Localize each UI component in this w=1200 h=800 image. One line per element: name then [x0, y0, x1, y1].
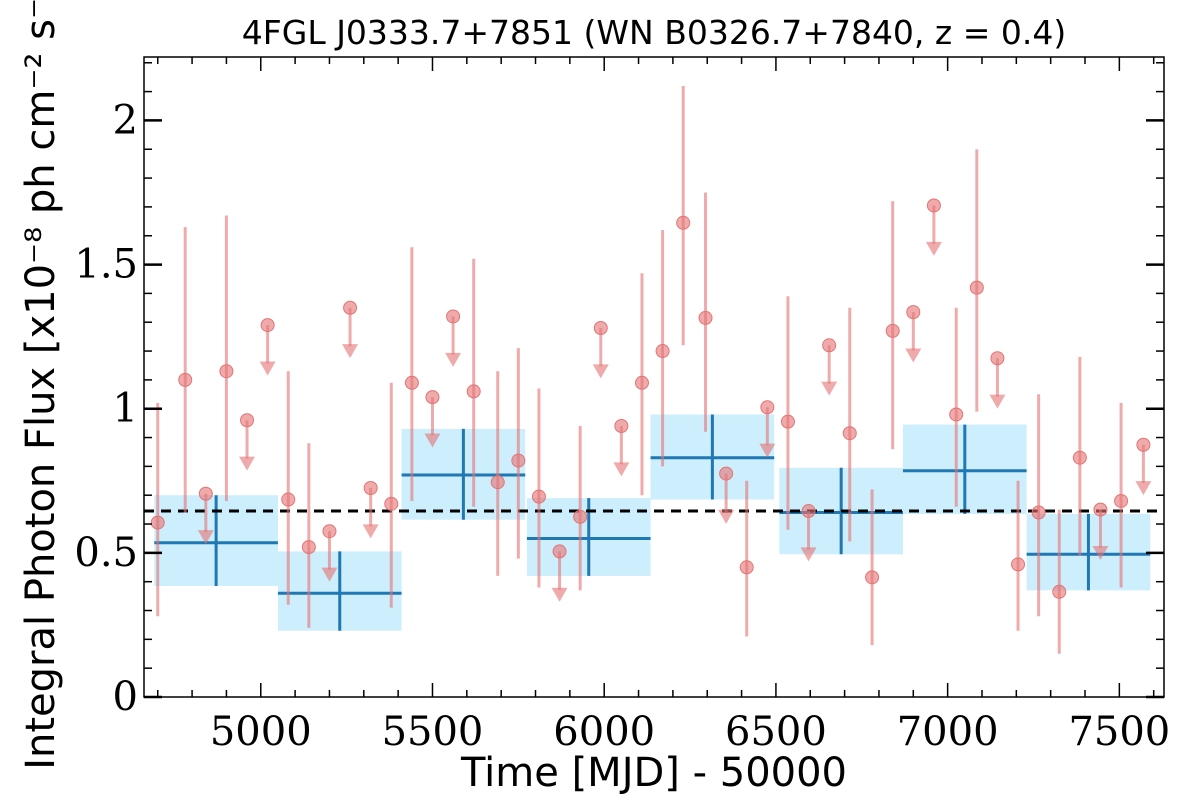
short-bin-point [990, 351, 1005, 366]
y-tick-label: 0 [113, 674, 138, 720]
short-bin-point [198, 486, 213, 501]
short-bin-point [260, 318, 275, 333]
short-bin-point [593, 320, 608, 335]
short-bin-point [906, 305, 921, 320]
short-bin-point [1093, 502, 1108, 517]
short-bin-point [150, 515, 165, 530]
upper-limit-arrow [197, 530, 214, 545]
upper-limit-arrow [821, 381, 838, 396]
short-bin-point [446, 309, 461, 324]
short-bin-point [281, 492, 296, 507]
short-bin-point [363, 480, 378, 495]
short-bin-point [822, 338, 837, 353]
short-bin-point [178, 372, 193, 387]
short-bin-point [1136, 437, 1151, 452]
x-tick-label: 5000 [210, 709, 312, 755]
y-axis-label: Integral Photon Flux [x10⁻⁸ ph cm⁻² s⁻¹] [18, 0, 64, 770]
x-tick-label: 6500 [725, 709, 827, 755]
upper-limit-arrow [342, 344, 359, 359]
chart-title: 4FGL J0333.7+7851 (WN B0326.7+7840, z = … [242, 13, 1066, 52]
upper-limit-arrow [1092, 545, 1109, 560]
short-bin-point [1052, 584, 1067, 599]
x-tick-label: 5500 [382, 709, 484, 755]
short-bin-point [719, 466, 734, 481]
short-bin-point [760, 400, 775, 415]
upper-limit-arrow [613, 462, 630, 477]
short-bin-point [343, 300, 358, 315]
short-bin-point [801, 504, 816, 519]
upper-limit-arrow [259, 361, 276, 376]
short-bin-point [552, 544, 567, 559]
short-bin-point [698, 310, 713, 325]
short-bin-point [926, 198, 941, 213]
short-bin-point [1114, 493, 1129, 508]
upper-limit-arrow [905, 348, 922, 363]
short-bin-point [885, 323, 900, 338]
upper-limit-arrow [718, 509, 735, 524]
short-bin-point [384, 496, 399, 511]
short-bin-point [949, 407, 964, 422]
upper-limit-arrow [759, 443, 776, 458]
short-bin-point [842, 426, 857, 441]
short-bin-point [1031, 505, 1046, 520]
y-tick-label: 2 [113, 97, 138, 143]
x-axis-label: Time [MJD] - 50000 [460, 750, 847, 796]
short-bin-point [466, 384, 481, 399]
upper-limit-arrow [800, 547, 817, 562]
x-tick-label: 7000 [897, 709, 999, 755]
short-bin-point [1072, 450, 1087, 465]
upper-limit-arrow [989, 394, 1006, 409]
upper-limit-arrow [592, 364, 609, 379]
short-bin-point [634, 375, 649, 390]
short-bin-point [301, 540, 316, 555]
upper-limit-arrow [445, 352, 462, 367]
x-tick-label: 6000 [553, 709, 655, 755]
upper-limit-arrow [925, 241, 942, 256]
short-bin-point [511, 453, 526, 468]
short-bins-layer [150, 85, 1152, 654]
short-bin-point [655, 344, 670, 359]
y-tick-label: 1 [113, 386, 138, 432]
y-tick-label: 0.5 [74, 530, 138, 576]
upper-limit-arrow [551, 587, 568, 602]
upper-limit-arrow [424, 433, 441, 448]
short-bin-point [614, 419, 629, 434]
y-tick-label: 1.5 [74, 242, 138, 288]
short-bin-point [780, 414, 795, 429]
short-bin-point [404, 375, 419, 390]
plot-frame [143, 56, 1165, 698]
short-bin-point [425, 390, 440, 405]
upper-limit-arrow [321, 567, 338, 582]
x-tick-label: 7500 [1068, 709, 1170, 755]
upper-limit-arrow [239, 456, 256, 471]
short-bin-point [1011, 557, 1026, 572]
short-bin-point [531, 489, 546, 504]
short-bin-point [865, 570, 880, 585]
upper-limit-arrow [362, 524, 379, 539]
short-bin-point [322, 524, 337, 539]
short-bin-point [573, 509, 588, 524]
short-bin-point [240, 413, 255, 428]
short-bin-point [969, 280, 984, 295]
short-bin-point [219, 364, 234, 379]
axes-layer: 5000 5500 6000 6500 7000 7500 0 0.5 1 1.5 2 [74, 56, 1170, 755]
upper-limit-arrow [1135, 481, 1152, 496]
short-bin-point [490, 475, 505, 490]
long-bins-layer [154, 414, 1151, 631]
short-bin-point [739, 560, 754, 575]
short-bin-point [676, 215, 691, 230]
